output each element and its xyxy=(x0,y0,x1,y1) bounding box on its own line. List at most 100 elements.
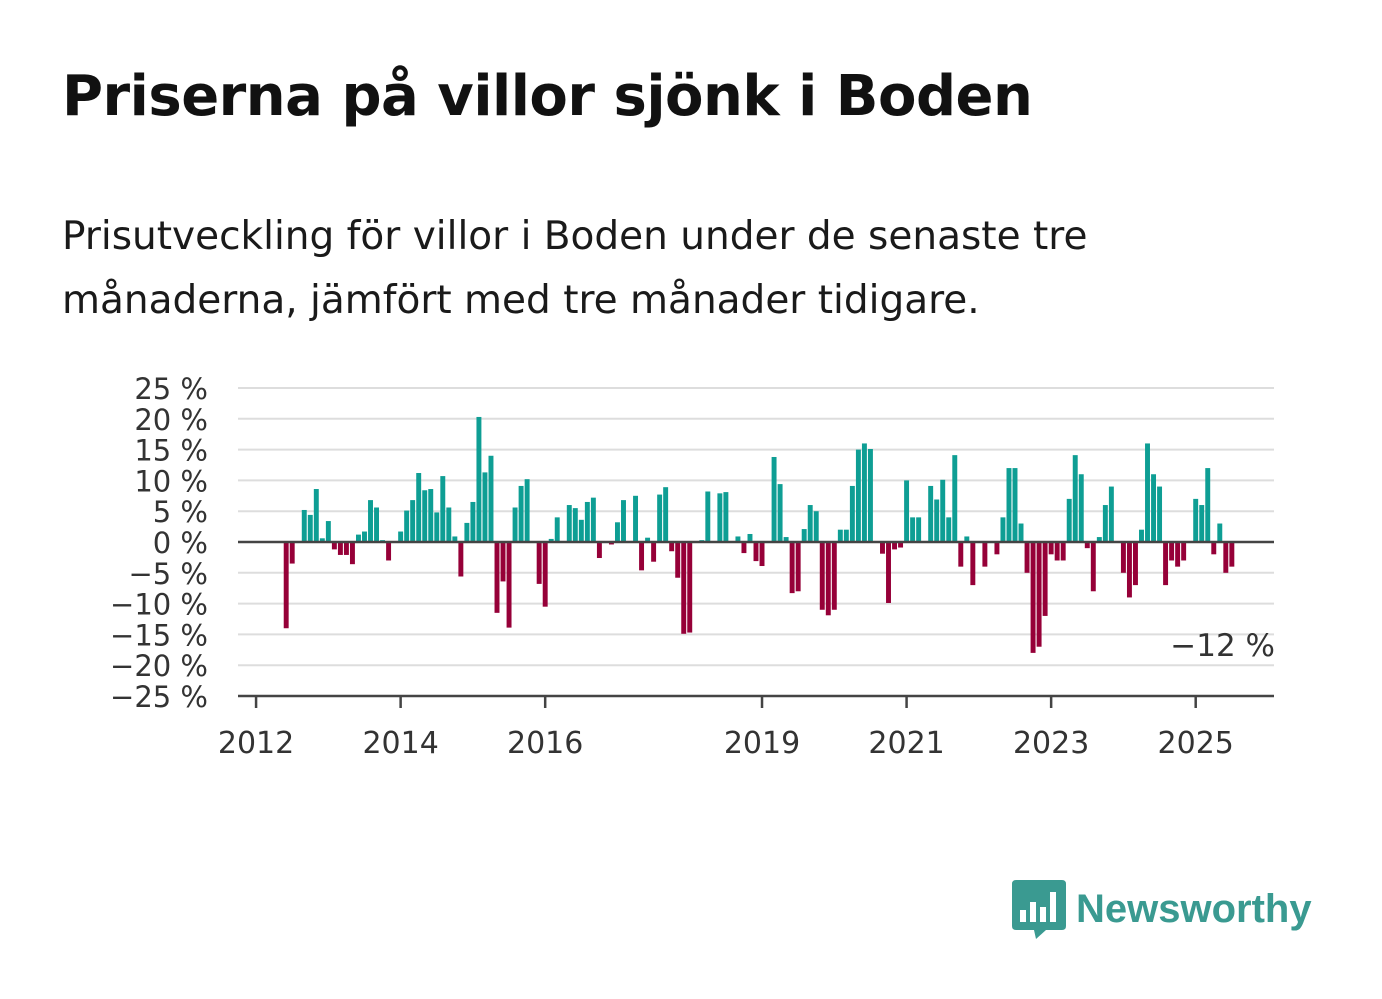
bar xyxy=(356,534,361,542)
bar xyxy=(892,542,898,550)
bar xyxy=(651,542,657,562)
bar xyxy=(831,542,837,610)
bar xyxy=(849,485,855,542)
bar xyxy=(1054,542,1060,561)
bar xyxy=(1133,542,1138,586)
bar xyxy=(349,542,355,565)
bar xyxy=(536,542,542,584)
axes xyxy=(238,540,1274,698)
bar xyxy=(1157,486,1163,542)
y-tick-label: 15 % xyxy=(134,434,208,468)
bar xyxy=(1072,455,1078,542)
bar xyxy=(880,542,885,554)
y-tick-label: −25 % xyxy=(110,680,208,714)
y-tick-label: 5 % xyxy=(153,495,208,529)
bar xyxy=(657,494,663,542)
chart-subtitle: Prisutveckling för villor i Boden under … xyxy=(62,214,1088,323)
x-tick-label: 2012 xyxy=(218,726,294,761)
bar xyxy=(645,537,651,542)
bar xyxy=(554,517,560,542)
bar xyxy=(337,542,343,555)
bar xyxy=(464,522,470,542)
bar xyxy=(1048,542,1054,555)
last-value-label: −12 % xyxy=(1170,628,1275,664)
bar xyxy=(572,508,578,542)
bar xyxy=(910,517,916,542)
y-axis-labels: 25 %20 %15 %10 %5 %0 %−5 %−10 %−15 %−20 … xyxy=(110,372,208,714)
bar xyxy=(1108,486,1114,542)
y-tick-label: 25 % xyxy=(134,372,208,406)
bar xyxy=(669,542,675,552)
bar xyxy=(1193,498,1199,542)
chart-title: Priserna på villor sjönk i Boden xyxy=(62,64,1033,129)
bar xyxy=(1012,468,1018,542)
bar xyxy=(331,542,337,550)
bar xyxy=(422,490,428,542)
bar xyxy=(741,542,747,554)
bar xyxy=(982,542,988,567)
bar xyxy=(994,542,1000,555)
y-tick-label: 0 % xyxy=(153,526,208,560)
bar xyxy=(289,542,295,564)
bar xyxy=(1018,523,1024,542)
bar xyxy=(518,485,524,542)
bar xyxy=(675,542,681,578)
bar xyxy=(958,542,964,567)
bar xyxy=(1036,542,1042,647)
bar xyxy=(542,542,548,607)
bar xyxy=(458,542,464,577)
bar xyxy=(633,495,639,542)
y-tick-label: 20 % xyxy=(134,403,208,437)
bar xyxy=(1211,542,1217,555)
bar xyxy=(343,542,349,555)
bar xyxy=(615,522,620,542)
bar xyxy=(1090,542,1096,592)
bar xyxy=(886,542,891,603)
bar xyxy=(1217,523,1223,542)
bar xyxy=(1078,474,1084,542)
bar xyxy=(410,500,416,542)
bar xyxy=(1205,468,1211,542)
bar xyxy=(837,529,843,542)
brand-name: Newsworthy xyxy=(1076,886,1312,931)
bar xyxy=(813,511,819,542)
bar xyxy=(771,456,777,542)
bar xyxy=(946,517,952,542)
bar xyxy=(482,472,488,542)
bar xyxy=(506,542,512,628)
bar xyxy=(1084,542,1090,549)
bar xyxy=(717,493,723,542)
bar xyxy=(843,529,849,542)
bar xyxy=(663,487,669,542)
bar xyxy=(789,542,795,594)
bar xyxy=(952,455,958,542)
bar xyxy=(404,510,410,542)
bar-chart: 25 %20 %15 %10 %5 %0 %−5 %−10 %−15 %−20 … xyxy=(110,372,1275,761)
bar xyxy=(747,533,753,542)
bar xyxy=(452,536,458,542)
bar xyxy=(928,485,934,542)
bar xyxy=(1223,542,1229,573)
bar xyxy=(1096,537,1102,542)
bar xyxy=(368,500,373,542)
bar xyxy=(783,537,789,542)
bar xyxy=(1199,505,1205,542)
x-axis-labels: 2012 2014 2016 2019 2021 2023 2025 xyxy=(218,696,1234,761)
bar xyxy=(398,531,404,542)
bar xyxy=(1000,517,1006,542)
x-tick-label: 2025 xyxy=(1158,726,1234,761)
x-tick-label: 2014 xyxy=(362,726,438,761)
bar xyxy=(916,517,922,542)
bar xyxy=(325,521,331,542)
bar xyxy=(801,529,807,542)
bar xyxy=(1169,542,1175,561)
bar xyxy=(362,531,367,542)
bar xyxy=(1006,468,1012,542)
bar xyxy=(807,505,813,542)
bar xyxy=(596,542,602,559)
bar xyxy=(855,449,861,542)
bars xyxy=(283,416,1235,653)
bar xyxy=(639,542,645,571)
bar xyxy=(1181,542,1187,561)
x-tick-label: 2021 xyxy=(868,726,944,761)
